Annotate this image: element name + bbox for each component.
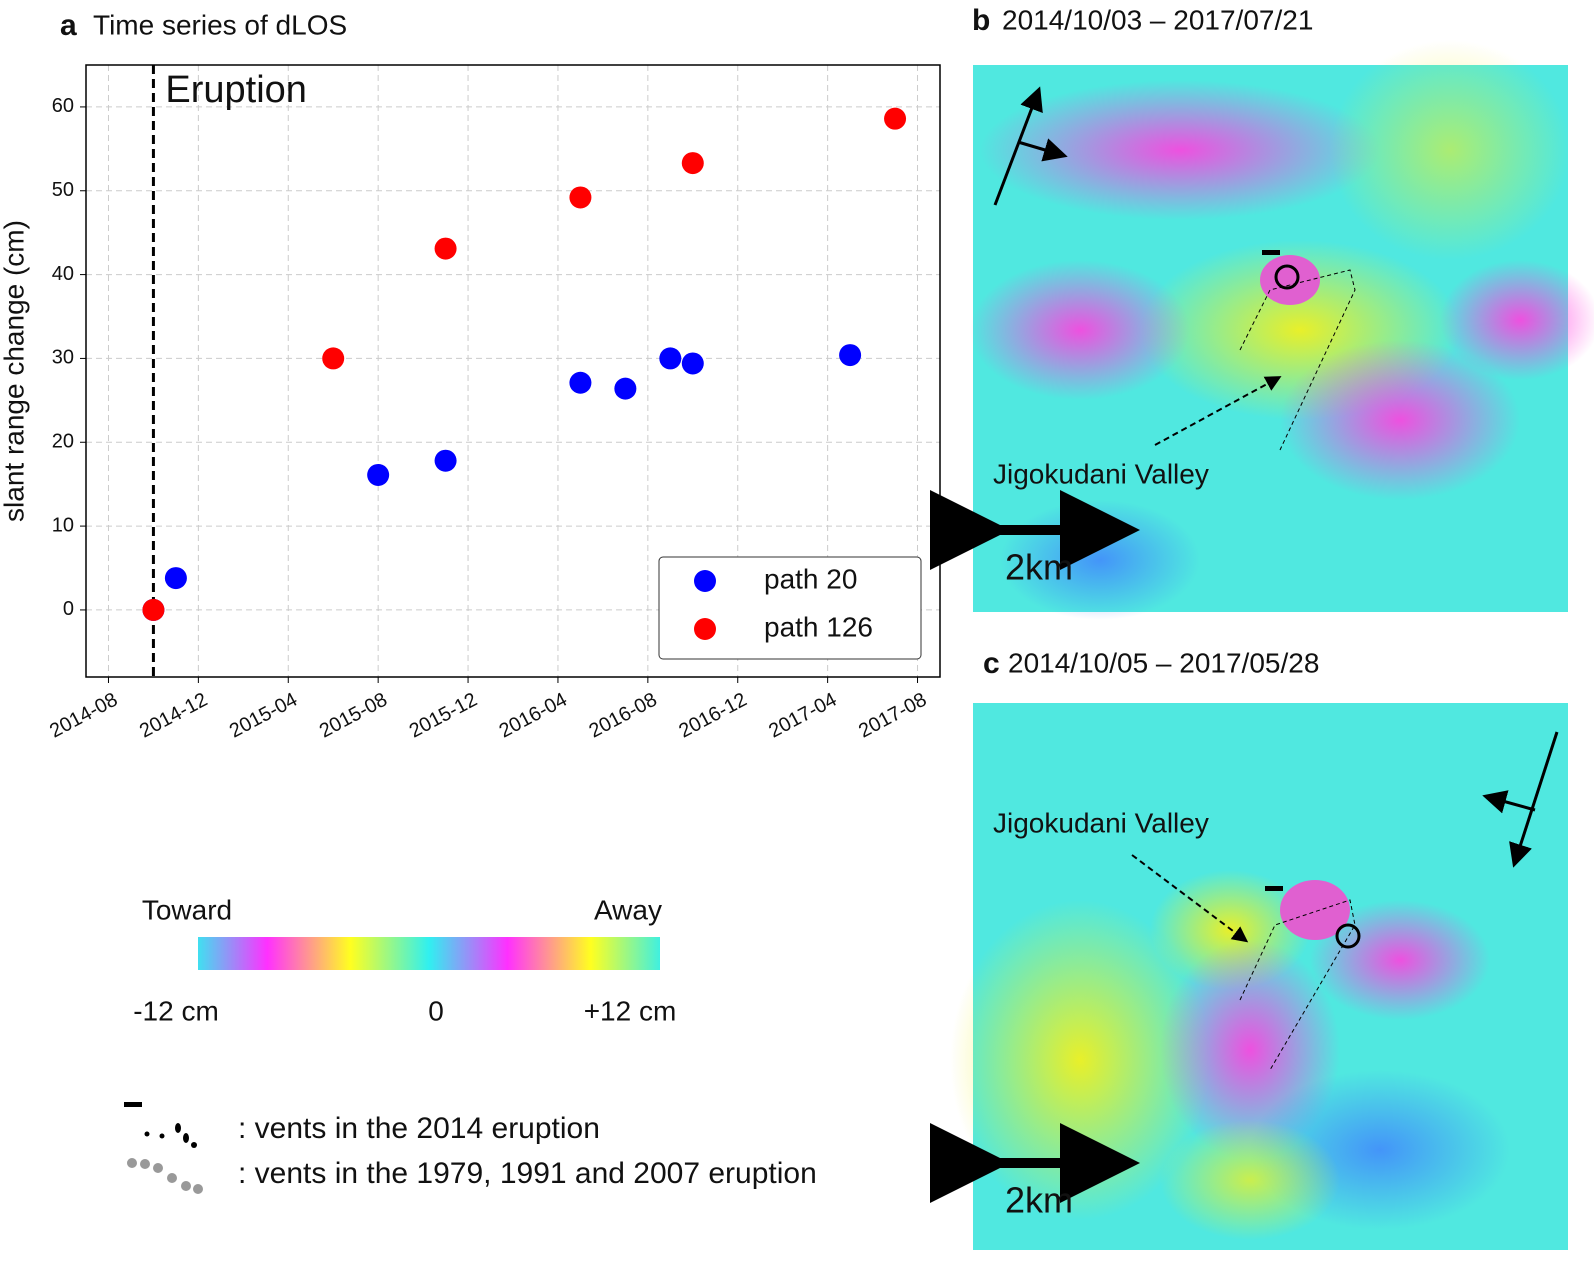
panel-letter: b	[972, 4, 990, 37]
x-tick-label: 2017-04	[765, 689, 840, 743]
vents-legend-text: : vents in the 2014 eruption	[238, 1112, 600, 1145]
x-tick-label: 2016-12	[675, 689, 750, 743]
scale-label: 2km	[1005, 547, 1073, 588]
place-label: Jigokudani Valley	[993, 458, 1209, 489]
interferogram-c	[930, 703, 1568, 1250]
panel-title: 2014/10/03 – 2017/07/21	[1002, 4, 1313, 35]
y-tick-label: 20	[52, 431, 74, 453]
colorbar-left-label: Toward	[142, 894, 232, 925]
point	[614, 377, 637, 400]
point	[569, 186, 592, 209]
panel-letter: c	[983, 647, 1000, 680]
x-tick-label: 2014-12	[136, 689, 211, 743]
y-tick-label: 0	[63, 598, 74, 620]
x-tick-label: 2017-08	[855, 689, 930, 743]
x-tick-label: 2016-08	[586, 689, 661, 743]
point	[681, 352, 704, 375]
point	[434, 449, 457, 472]
legend-marker	[694, 570, 716, 592]
x-tick-label: 2014-08	[46, 689, 121, 743]
point	[322, 347, 345, 370]
y-tick-label: 50	[52, 179, 74, 201]
y-tick-label: 60	[52, 95, 74, 117]
x-tick-label: 2016-04	[496, 689, 571, 743]
interferogram-b	[930, 40, 1594, 620]
legend-label: path 126	[764, 611, 873, 642]
plot-frame	[85, 64, 941, 678]
y-tick-label: 10	[52, 514, 74, 536]
point	[434, 237, 457, 260]
place-label: Jigokudani Valley	[993, 807, 1209, 838]
y-tick-label: 40	[52, 263, 74, 285]
x-tick-label: 2015-08	[316, 689, 391, 743]
colorbar-right-label: Away	[594, 894, 662, 925]
scale-label: 2km	[1005, 1180, 1073, 1221]
point	[569, 371, 592, 394]
x-tick-label: 2015-04	[226, 689, 301, 743]
colorbar-tick: -12 cm	[133, 995, 219, 1026]
point	[659, 347, 682, 370]
point	[681, 152, 704, 175]
vent-symbols	[124, 1102, 203, 1194]
legend-label: path 20	[764, 563, 857, 594]
chart-title: Time series of dLOS	[93, 9, 347, 40]
point	[884, 107, 907, 130]
annotation: Eruption	[165, 69, 307, 111]
panel-title: 2014/10/05 – 2017/05/28	[1008, 647, 1319, 678]
plot-area: 0 10 20 30 40 50 60 2014-08 2014-12 2015-04 2015-0…	[46, 64, 941, 743]
panel-letter: a	[60, 9, 77, 42]
x-tick-label: 2015-12	[406, 689, 481, 743]
y-axis-label: slant range change (cm)	[0, 220, 29, 522]
colorbar-tick: +12 cm	[584, 995, 677, 1026]
point	[839, 344, 862, 367]
colorbar	[198, 937, 660, 970]
legend-marker	[694, 618, 716, 640]
vents-legend-text: : vents in the 1979, 1991 and 2007 erupt…	[238, 1157, 817, 1190]
point	[367, 463, 390, 486]
colorbar-tick: 0	[428, 995, 444, 1026]
legend-box	[658, 556, 922, 660]
point	[164, 567, 187, 590]
point	[142, 598, 165, 621]
y-tick-label: 30	[52, 347, 74, 369]
